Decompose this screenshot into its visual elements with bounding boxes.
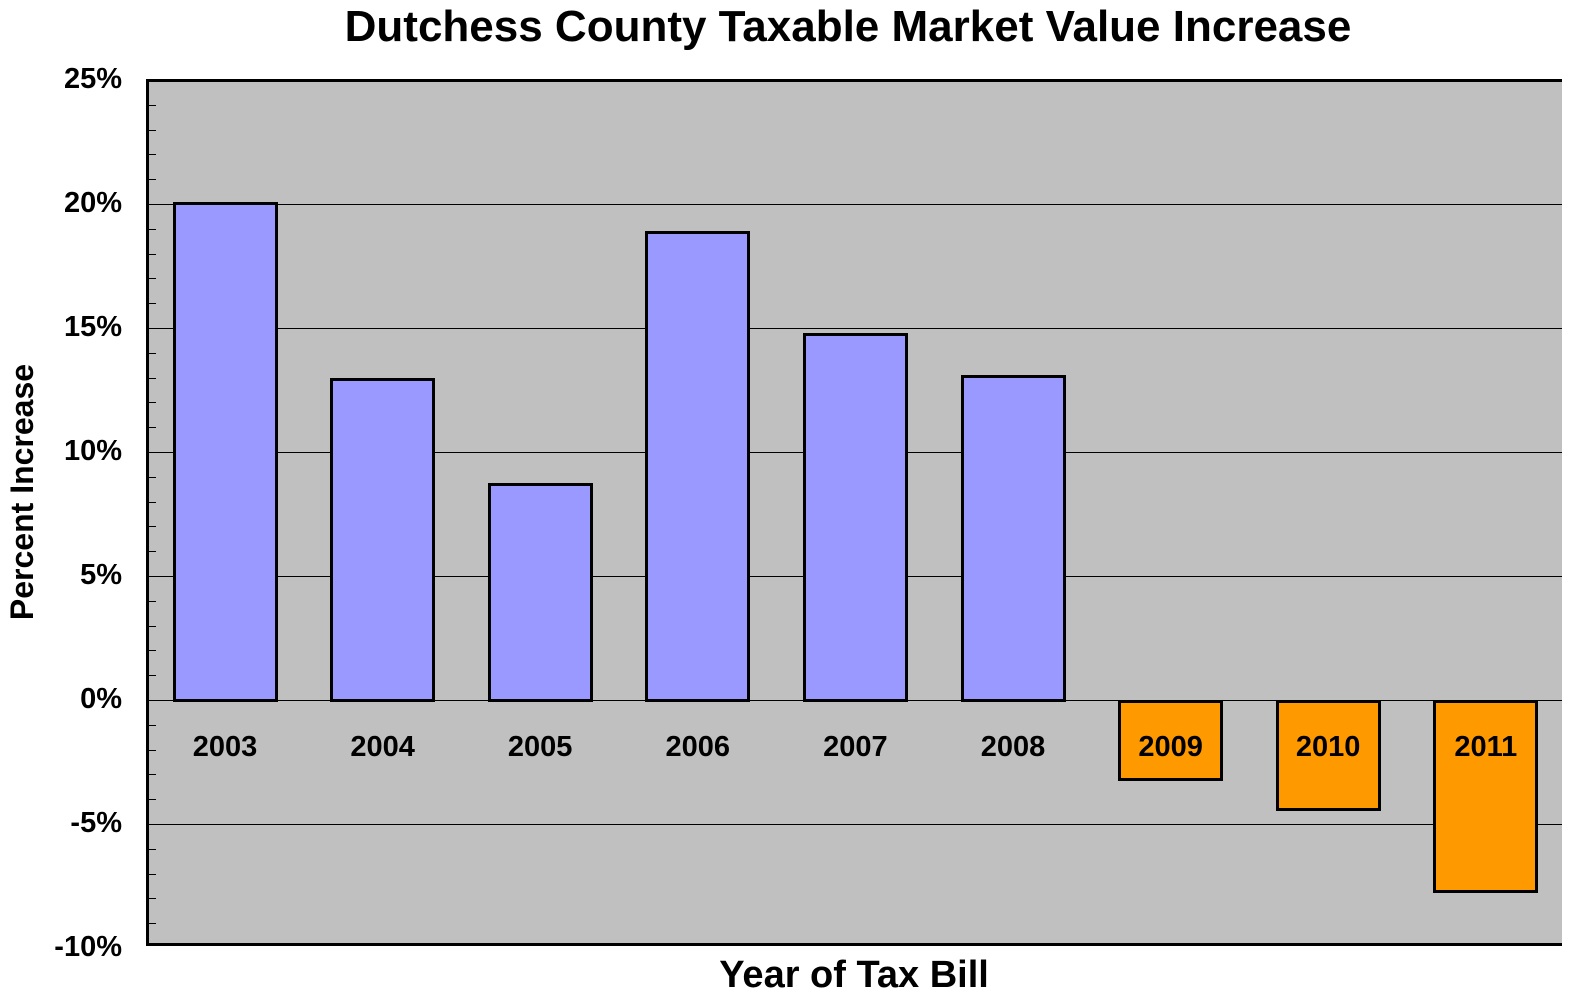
x-tick-label: 2005 — [507, 731, 573, 763]
gridline — [149, 204, 1562, 205]
minor-tick — [149, 724, 156, 726]
minor-tick — [149, 228, 156, 230]
x-tick-label: 2009 — [1138, 731, 1203, 763]
minor-tick — [149, 402, 156, 404]
minor-tick — [149, 154, 156, 156]
x-tick-label: 2004 — [350, 731, 415, 763]
bar-2008 — [960, 375, 1066, 702]
minor-tick — [149, 129, 156, 131]
minor-tick — [149, 898, 156, 900]
x-axis-label: Year of Tax Bill — [719, 954, 989, 996]
y-tick-label: 0% — [80, 683, 122, 715]
y-tick-label: 20% — [63, 187, 122, 219]
chart-title: Dutchess County Taxable Market Value Inc… — [344, 2, 1352, 51]
minor-tick — [149, 253, 156, 255]
minor-tick — [149, 625, 156, 627]
x-tick-label: 2010 — [1295, 731, 1361, 763]
y-tick-label: 5% — [80, 559, 122, 591]
x-tick-label: 2006 — [665, 731, 731, 763]
gridline — [149, 328, 1562, 329]
x-tick-label: 2008 — [980, 731, 1046, 763]
minor-tick — [149, 303, 156, 305]
minor-tick — [149, 526, 156, 528]
minor-tick — [149, 848, 156, 850]
y-tick-label: 15% — [63, 311, 122, 343]
bar-2011 — [1433, 700, 1539, 893]
minor-tick — [149, 179, 156, 181]
minor-tick — [149, 278, 156, 280]
minor-tick — [149, 675, 156, 677]
y-tick-label: 25% — [63, 63, 122, 95]
bar-2004 — [330, 377, 436, 702]
x-tick-label: 2007 — [823, 731, 888, 763]
minor-tick — [149, 476, 156, 478]
bar-2003 — [172, 201, 278, 702]
y-axis-label: Percent Increase — [4, 363, 40, 621]
minor-tick — [149, 104, 156, 106]
minor-tick — [149, 873, 156, 875]
bar-2006 — [645, 231, 751, 702]
minor-tick — [149, 352, 156, 354]
bar-2005 — [487, 483, 593, 702]
bar-2007 — [802, 332, 908, 702]
minor-tick — [149, 600, 156, 602]
gridline — [149, 824, 1562, 825]
bar-2009 — [1118, 700, 1224, 782]
minor-tick — [149, 501, 156, 503]
minor-tick — [149, 923, 156, 925]
minor-tick — [149, 749, 156, 751]
y-tick-label: -10% — [54, 931, 122, 963]
y-tick-label: -5% — [70, 807, 122, 839]
minor-tick — [149, 551, 156, 553]
minor-tick — [149, 774, 156, 776]
minor-tick — [149, 799, 156, 801]
x-tick-label: 2011 — [1454, 731, 1518, 763]
minor-tick — [149, 650, 156, 652]
minor-tick — [149, 427, 156, 429]
y-tick-label: 10% — [63, 435, 122, 467]
minor-tick — [149, 377, 156, 379]
x-tick-label: 2003 — [192, 731, 258, 763]
bar-2010 — [1275, 700, 1381, 812]
plot-area: 2003 2004 2005 2006 2007 2008 2009 2010 2011 — [146, 79, 1562, 946]
